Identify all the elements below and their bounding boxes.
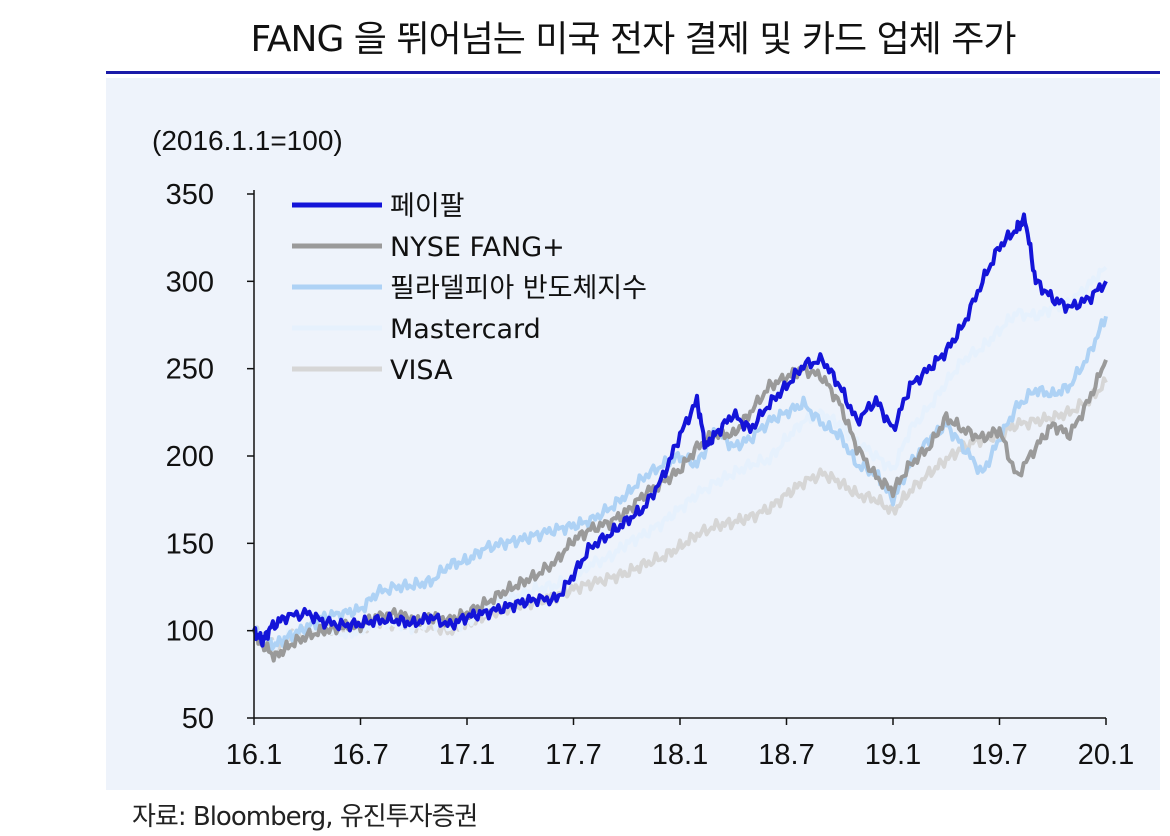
legend-label: NYSE FANG+ [390,232,565,263]
legend-label: Mastercard [390,314,541,345]
series-layer [252,212,1108,663]
series-line-0 [252,212,1108,648]
y-tick-label: 50 [182,703,214,735]
y-tick-label: 300 [166,266,214,298]
y-tick-label: 250 [166,354,214,386]
line-chart: (2016.1.1=100) 50 100 150 200 250 300 350 16.1 1… [152,125,1135,771]
legend: 페이팔 NYSE FANG+ 필라델피아 반도체지수 Mastercard VISA [292,191,647,386]
axis-layer: 50 100 150 200 250 300 350 16.1 16.7 17.1 17.7 18.1… [166,179,1135,771]
legend-label: 페이팔 [390,191,465,222]
series-line-4 [252,376,1108,654]
y-tick-label: 200 [166,441,214,473]
series-line-1 [252,359,1108,663]
chart-panel: (2016.1.1=100) 50 100 150 200 250 300 350 16.1 1… [106,78,1160,790]
x-tick-label: 16.1 [226,739,282,771]
chart-title: FANG 을 뛰어넘는 미국 전자 결제 및 카드 업체 주가 [250,19,1016,60]
x-tick-label: 16.7 [332,739,388,771]
x-tick-label: 18.1 [652,739,708,771]
source-note: 자료: Bloomberg, 유진투자증권 [132,802,478,832]
x-tick-label: 20.1 [1078,739,1134,771]
legend-label: VISA [390,355,453,386]
series-line-2 [252,315,1108,652]
y-tick-label: 350 [166,179,214,211]
y-tick-label: 150 [166,528,214,560]
x-tick-label: 17.1 [439,739,495,771]
x-tick-label: 19.1 [865,739,921,771]
x-tick-label: 19.7 [971,739,1027,771]
x-tick-label: 17.7 [545,739,601,771]
unit-label: (2016.1.1=100) [152,125,343,156]
legend-label: 필라델피아 반도체지수 [390,273,647,304]
x-tick-label: 18.7 [758,739,814,771]
y-tick-label: 100 [166,616,214,648]
title-underline [106,71,1160,74]
